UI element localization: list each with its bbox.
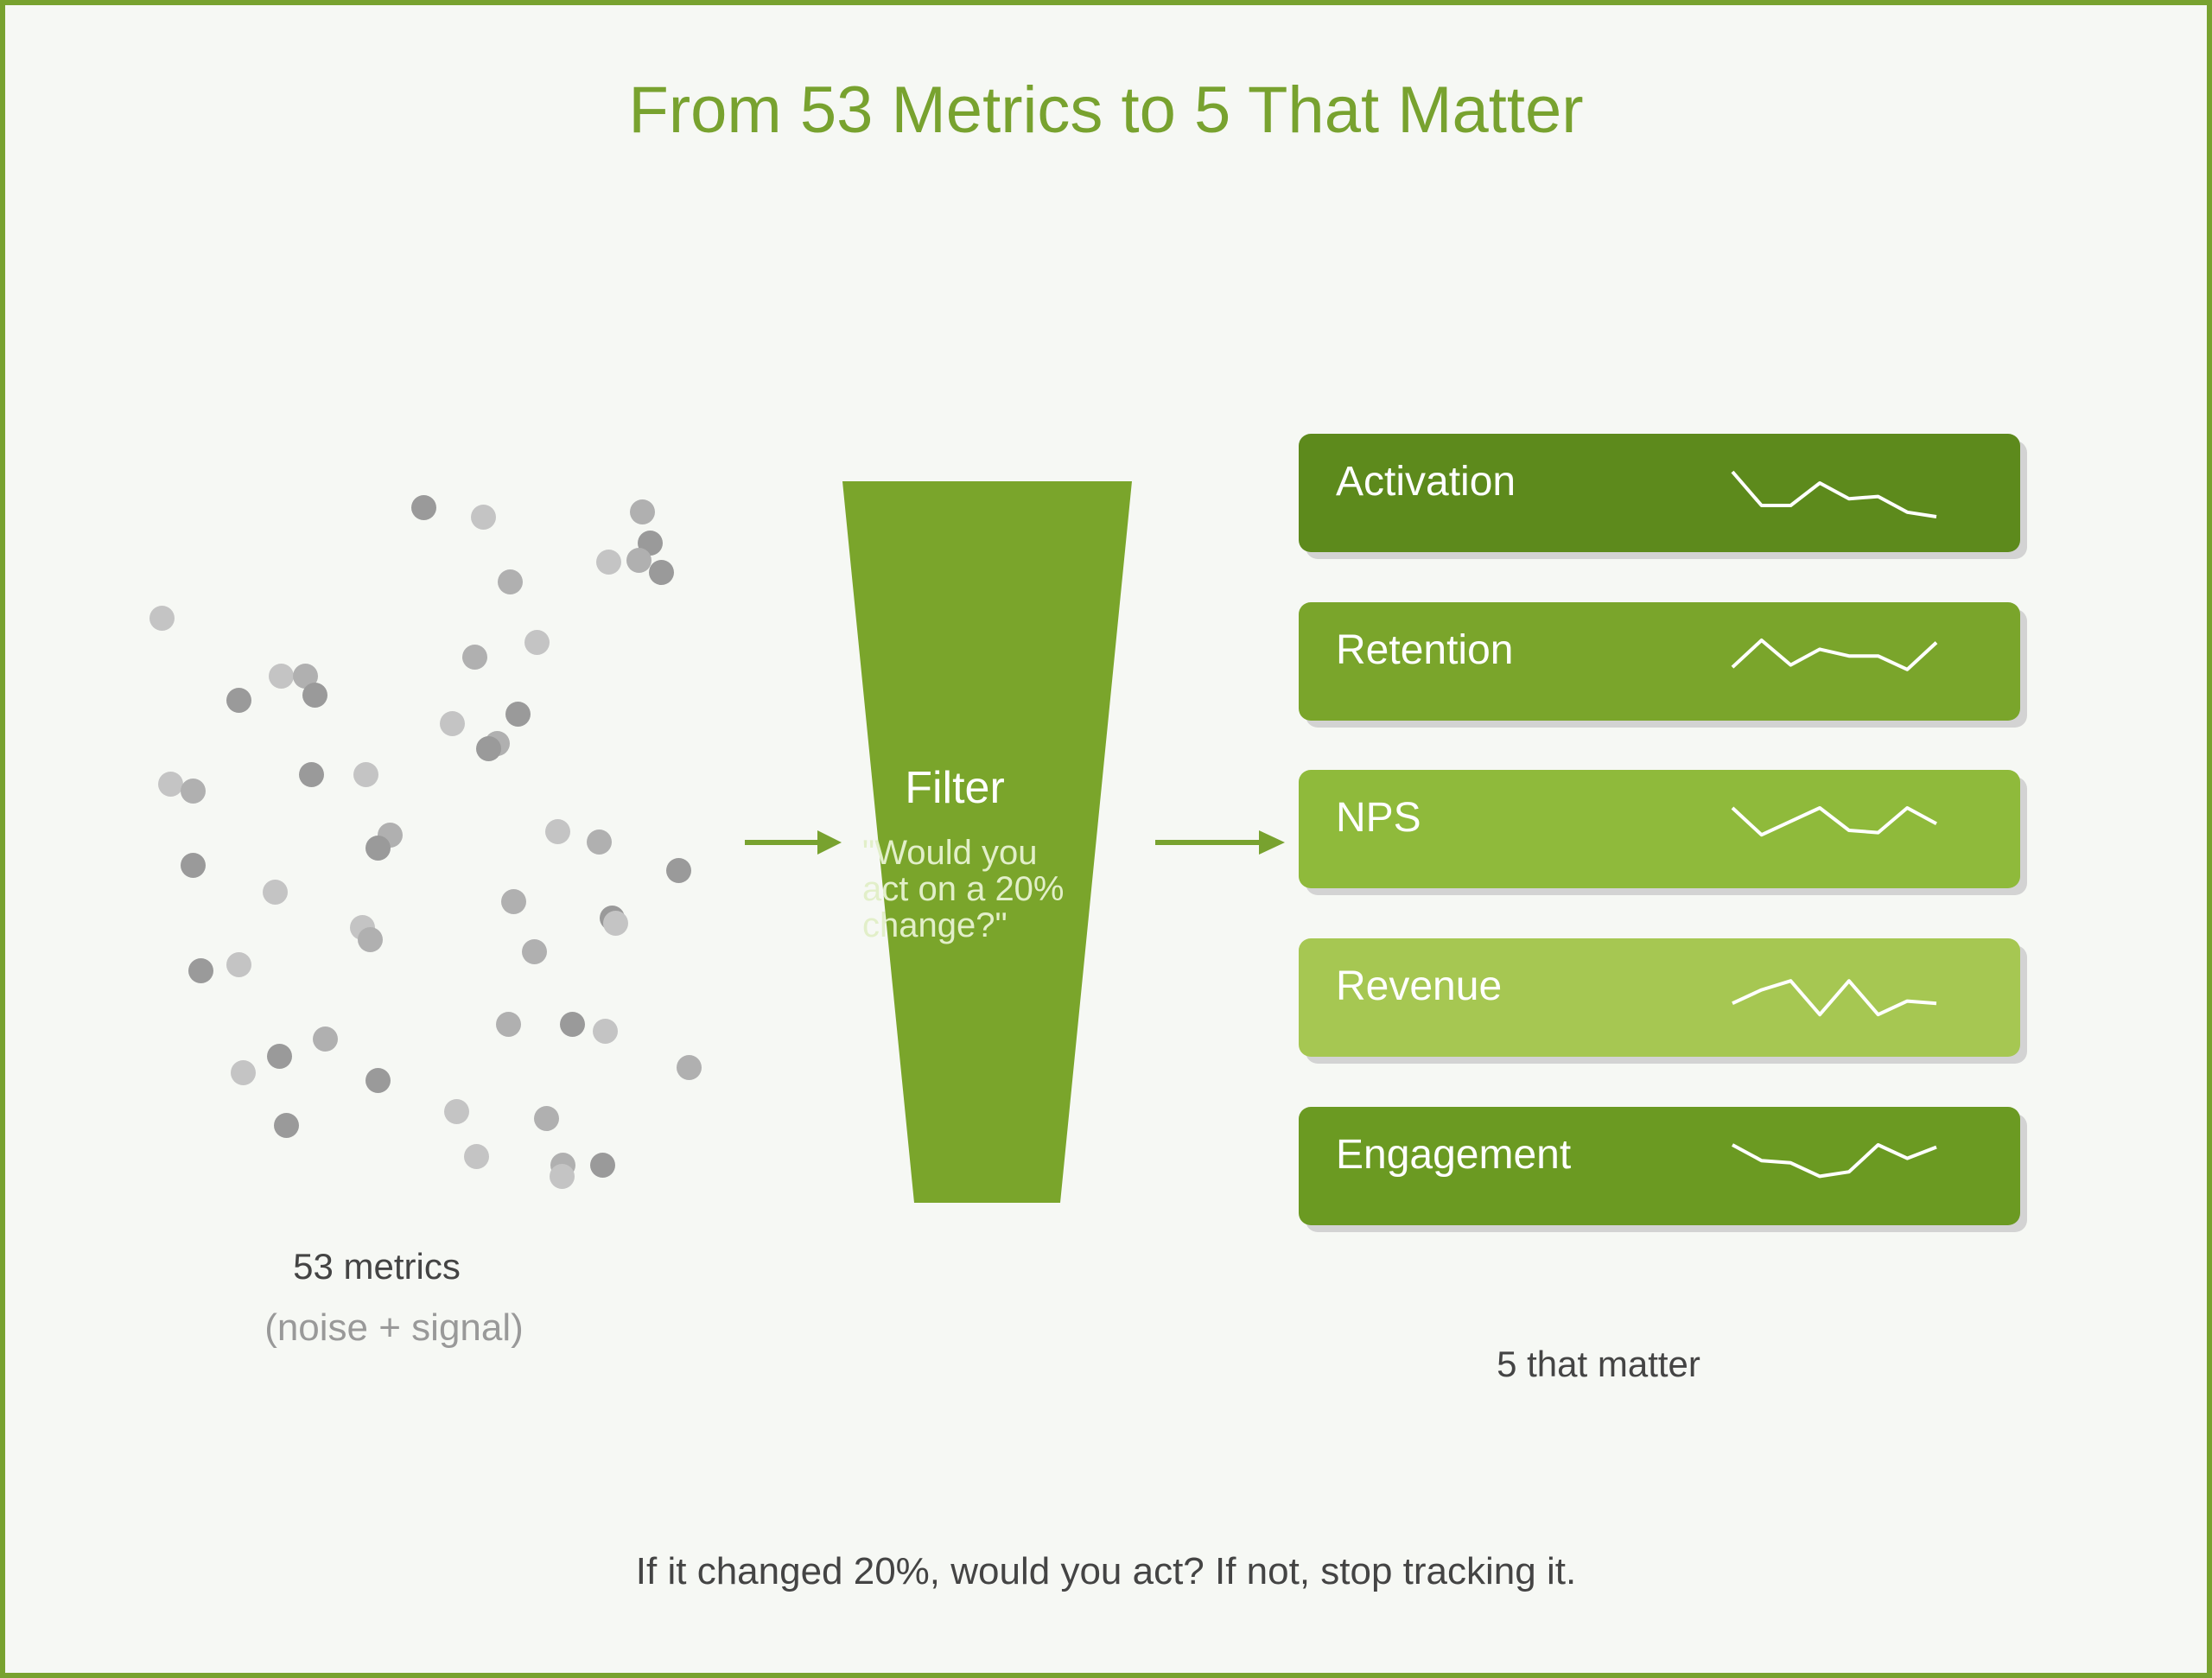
metric-dot xyxy=(505,702,531,727)
metric-dot xyxy=(522,939,547,964)
metric-dot xyxy=(464,1144,489,1169)
metric-dot xyxy=(630,499,655,524)
metric-dot xyxy=(593,1019,618,1044)
metric-dot xyxy=(302,683,327,708)
metric-dot xyxy=(476,736,501,761)
metric-dot xyxy=(181,853,206,878)
metric-dot xyxy=(590,1153,615,1178)
metric-card: Engagement xyxy=(1299,1107,2020,1225)
diagram-title: From 53 Metrics to 5 That Matter xyxy=(628,73,1584,147)
metric-dot xyxy=(626,548,652,573)
metric-dot xyxy=(501,889,526,914)
metric-dot xyxy=(560,1012,585,1037)
sparkline xyxy=(1732,1143,1937,1179)
metric-dot xyxy=(231,1060,256,1085)
metric-dot xyxy=(226,688,251,713)
metric-dot xyxy=(313,1027,338,1052)
arrow-to-filter xyxy=(745,830,842,855)
metric-dot xyxy=(267,1044,292,1069)
metric-dot xyxy=(440,711,465,736)
arrow-to-metrics xyxy=(1155,830,1285,855)
filter-funnel xyxy=(842,481,1132,1203)
right-caption: 5 that matter xyxy=(1497,1344,1700,1384)
metric-card: NPS xyxy=(1299,770,2020,888)
metric-dot xyxy=(462,645,487,670)
metric-dot xyxy=(677,1055,702,1080)
footer-note: If it changed 20%, would you act? If not… xyxy=(635,1550,1577,1592)
metric-dot xyxy=(524,630,550,655)
metric-card: Activation xyxy=(1299,434,2020,552)
metric-dot xyxy=(365,836,391,861)
metric-dot xyxy=(444,1099,469,1124)
left-caption: 53 metrics xyxy=(293,1246,461,1287)
metric-card: Revenue xyxy=(1299,938,2020,1057)
metric-card-label: NPS xyxy=(1336,795,1421,841)
metric-dot xyxy=(299,762,324,787)
metric-dot xyxy=(365,1068,391,1093)
metric-dot xyxy=(353,762,378,787)
metric-dot xyxy=(158,772,183,797)
metric-dot xyxy=(498,569,523,594)
metric-card-label: Activation xyxy=(1336,459,1516,505)
metric-dot xyxy=(263,880,288,905)
filter-label: Filter xyxy=(905,763,1005,813)
metric-card-label: Revenue xyxy=(1336,963,1503,1009)
metric-dot xyxy=(471,505,496,530)
metric-dot xyxy=(534,1106,559,1131)
left-subcaption: (noise + signal) xyxy=(264,1306,524,1349)
metric-card-label: Engagement xyxy=(1336,1132,1572,1178)
metric-dot xyxy=(666,858,691,883)
metric-dot xyxy=(550,1164,575,1189)
metric-dot xyxy=(545,819,570,844)
metric-dot xyxy=(181,779,206,804)
filter-question: "Would you act on a 20% change?" xyxy=(862,834,1065,944)
metric-dot xyxy=(596,550,621,575)
sparkline xyxy=(1732,979,1937,1017)
metric-dot xyxy=(587,829,612,855)
metric-dot xyxy=(411,495,436,520)
sparkline xyxy=(1731,806,1937,837)
sparkline xyxy=(1731,639,1938,671)
metric-dot xyxy=(358,927,383,952)
metric-dot xyxy=(603,911,628,936)
metric-dot xyxy=(649,560,674,585)
metric-dot xyxy=(274,1113,299,1138)
metric-dot xyxy=(188,958,213,983)
metric-dot xyxy=(149,606,175,631)
sparkline xyxy=(1731,470,1937,518)
metric-card-label: Retention xyxy=(1336,627,1514,673)
metric-dot xyxy=(226,952,251,977)
metric-card: Retention xyxy=(1299,602,2020,721)
metric-dot xyxy=(496,1012,521,1037)
metric-dot xyxy=(269,664,294,689)
